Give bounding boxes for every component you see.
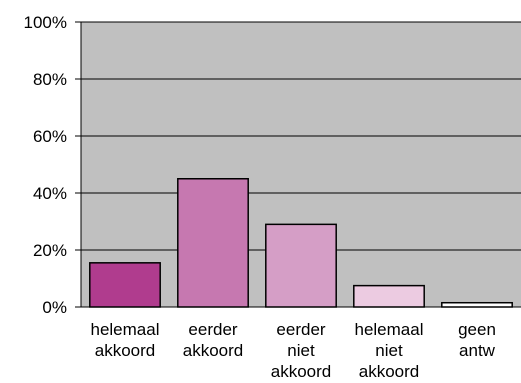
y-tick-label: 0% xyxy=(42,298,67,317)
bars xyxy=(89,178,513,308)
y-tick-label: 40% xyxy=(33,184,67,203)
y-tick-label: 80% xyxy=(33,70,67,89)
bar xyxy=(265,223,337,308)
y-tick-label: 60% xyxy=(33,127,67,146)
x-tick-label: eerder niet akkoord xyxy=(271,320,331,381)
bar xyxy=(177,178,249,308)
x-axis: helemaal akkoord eerder akkoord eerder niet ak… xyxy=(81,306,521,381)
bar xyxy=(441,301,513,308)
x-tick-label: geen antw xyxy=(458,320,496,360)
y-tick-label: 100% xyxy=(24,13,67,32)
gridlines xyxy=(81,21,521,251)
y-tick-label: 20% xyxy=(33,241,67,260)
y-axis: 0% 20% 40% 60% 80% 100% xyxy=(24,13,82,317)
x-tick-label: eerder akkoord xyxy=(183,320,243,360)
bar xyxy=(89,262,161,308)
x-tick-label: helemaal niet akkoord xyxy=(355,320,424,381)
x-tick-label: helemaal akkoord xyxy=(91,320,160,360)
bar xyxy=(353,284,425,308)
